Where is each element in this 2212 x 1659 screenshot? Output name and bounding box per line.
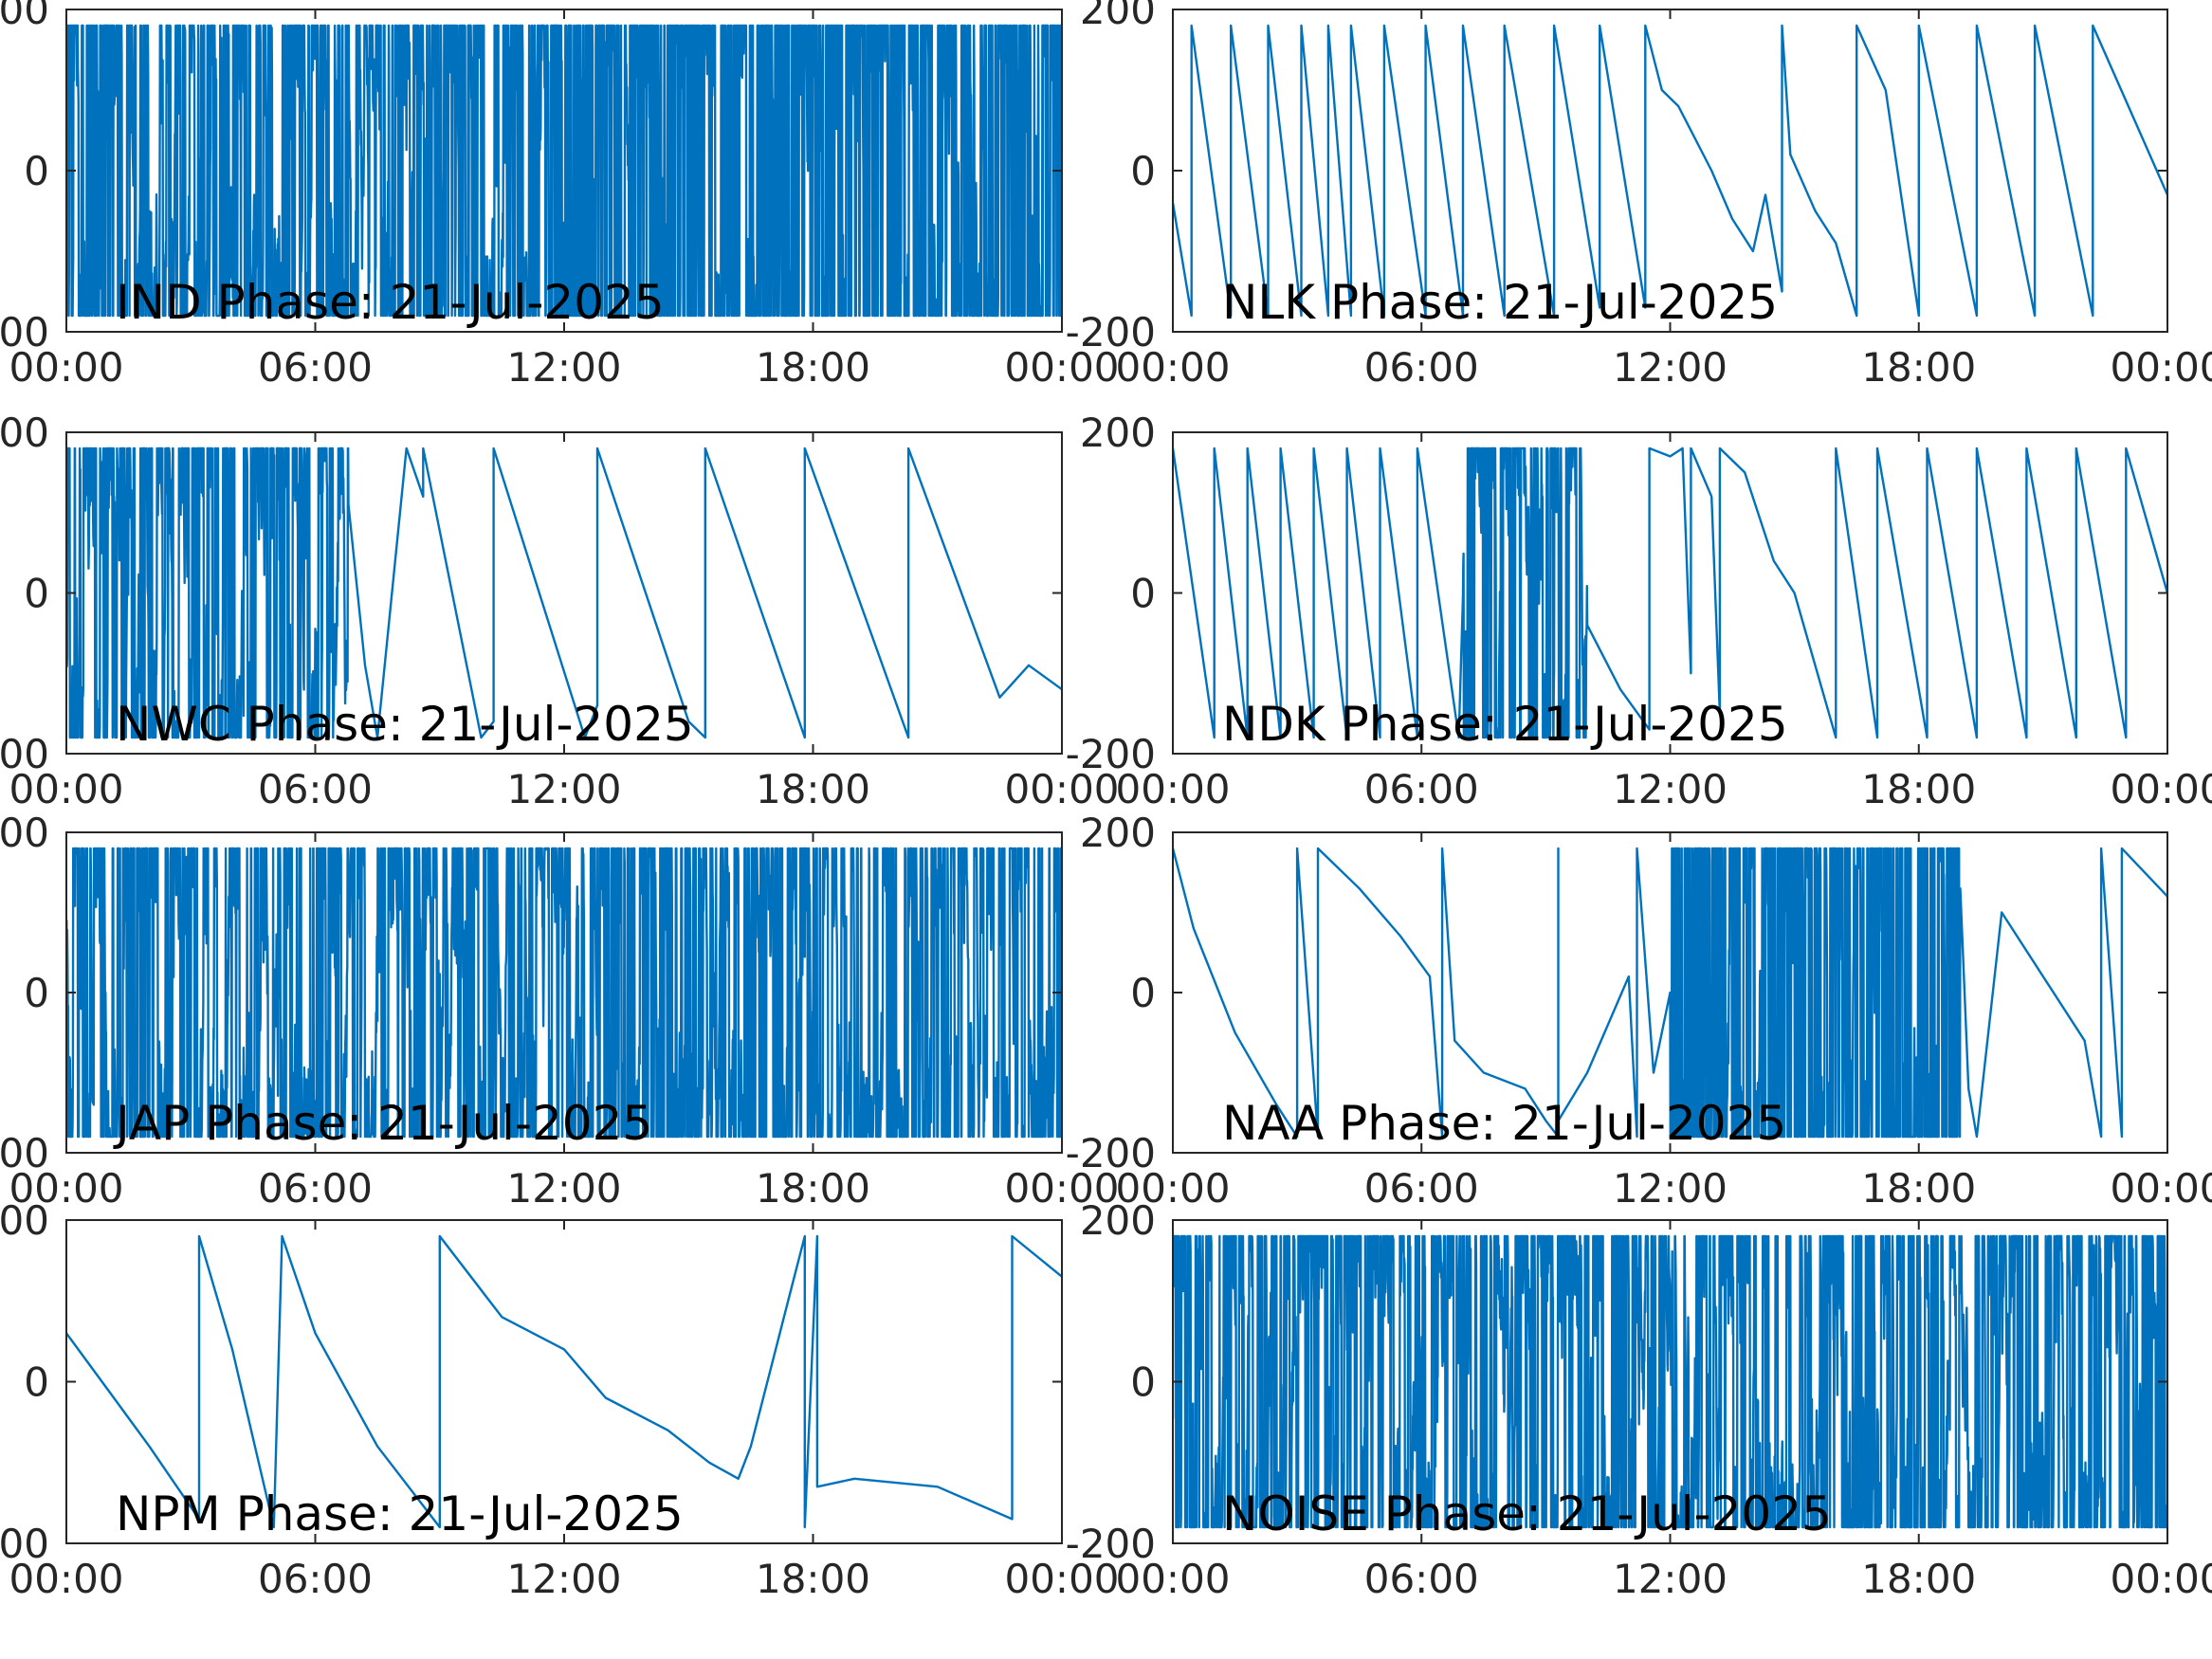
x-tick-label: 12:00 [506, 766, 621, 812]
y-tick-label: 200 [1080, 0, 1156, 33]
y-tick-label: 200 [0, 0, 49, 33]
y-tick-label: -200 [0, 1130, 49, 1176]
panel-title: NPM Phase: 21-Jul-2025 [116, 1486, 684, 1541]
x-tick-label: 18:00 [1861, 344, 1976, 391]
x-tick-label: 12:00 [506, 344, 621, 391]
x-tick-label: 12:00 [506, 1165, 621, 1212]
x-tick-label: 00:00 [2110, 1165, 2212, 1212]
panel-title: NDK Phase: 21-Jul-2025 [1222, 697, 1788, 752]
x-tick-label: 18:00 [756, 344, 870, 391]
x-tick-label: 00:00 [1115, 1556, 1230, 1602]
y-tick-label: 0 [24, 571, 49, 617]
y-tick-label: 200 [0, 410, 49, 456]
y-tick-label: -200 [0, 1521, 49, 1567]
y-tick-label: 200 [1080, 810, 1156, 856]
phase-series-line [66, 847, 1062, 1139]
y-tick-label: 200 [1080, 1197, 1156, 1244]
panel-title: NOISE Phase: 21-Jul-2025 [1222, 1486, 1832, 1541]
x-tick-label: 00:00 [1115, 344, 1230, 391]
y-tick-label: 0 [1130, 571, 1156, 617]
x-tick-label: 06:00 [1364, 1556, 1479, 1602]
x-tick-label: 06:00 [258, 344, 373, 391]
y-tick-label: -200 [1066, 309, 1156, 356]
x-tick-label: 18:00 [1861, 1556, 1976, 1602]
x-tick-label: 06:00 [1364, 766, 1479, 812]
x-tick-label: 06:00 [258, 766, 373, 812]
x-tick-label: 18:00 [1861, 1165, 1976, 1212]
y-tick-label: 200 [1080, 410, 1156, 456]
x-tick-label: 00:00 [2110, 344, 2212, 391]
y-tick-label: -200 [1066, 731, 1156, 777]
x-tick-label: 06:00 [258, 1556, 373, 1602]
x-tick-label: 00:00 [1004, 344, 1119, 391]
x-tick-label: 06:00 [258, 1165, 373, 1212]
phase-series-line [1173, 847, 2167, 1139]
y-tick-label: 0 [1130, 970, 1156, 1016]
y-tick-label: 200 [0, 1197, 49, 1244]
panel-title: JAP Phase: 21-Jul-2025 [113, 1096, 652, 1151]
phase-series-line [1173, 447, 2167, 739]
y-tick-label: 0 [1130, 148, 1156, 194]
panel-title: NWC Phase: 21-Jul-2025 [116, 697, 694, 752]
y-tick-label: 200 [0, 810, 49, 856]
y-tick-label: 0 [24, 970, 49, 1016]
x-tick-label: 00:00 [1004, 766, 1119, 812]
y-tick-label: -200 [1066, 1130, 1156, 1176]
y-tick-label: -200 [1066, 1521, 1156, 1567]
x-tick-label: 00:00 [1004, 1165, 1119, 1212]
phase-series-line [66, 24, 1062, 318]
phase-series-line [66, 447, 1062, 739]
y-tick-label: 0 [24, 1359, 49, 1406]
x-tick-label: 00:00 [1115, 766, 1230, 812]
y-tick-label: 0 [1130, 1359, 1156, 1406]
x-tick-label: 06:00 [1364, 344, 1479, 391]
x-tick-label: 18:00 [756, 766, 870, 812]
x-tick-label: 00:00 [1004, 1556, 1119, 1602]
phase-series-line [1173, 24, 2167, 318]
x-tick-label: 12:00 [1613, 1165, 1728, 1212]
y-tick-label: -200 [0, 309, 49, 356]
x-tick-label: 00:00 [2110, 1556, 2212, 1602]
y-tick-label: 0 [24, 148, 49, 194]
panel-title: NAA Phase: 21-Jul-2025 [1222, 1096, 1786, 1151]
x-tick-label: 00:00 [9, 1165, 123, 1212]
x-tick-label: 00:00 [1115, 1165, 1230, 1212]
phase-series-line [1173, 1234, 2167, 1529]
y-tick-label: -200 [0, 731, 49, 777]
x-tick-label: 18:00 [1861, 766, 1976, 812]
x-tick-label: 00:00 [9, 1556, 123, 1602]
x-tick-label: 00:00 [9, 766, 123, 812]
phase-series-line [66, 1234, 1062, 1529]
x-tick-label: 18:00 [756, 1556, 870, 1602]
x-tick-label: 12:00 [1613, 766, 1728, 812]
x-tick-label: 00:00 [9, 344, 123, 391]
x-tick-label: 06:00 [1364, 1165, 1479, 1212]
x-tick-label: 18:00 [756, 1165, 870, 1212]
x-tick-label: 12:00 [506, 1556, 621, 1602]
panel-title: IND Phase: 21-Jul-2025 [116, 275, 665, 330]
x-tick-label: 12:00 [1613, 344, 1728, 391]
panel-title: NLK Phase: 21-Jul-2025 [1222, 275, 1778, 330]
x-tick-label: 00:00 [2110, 766, 2212, 812]
x-tick-label: 12:00 [1613, 1556, 1728, 1602]
